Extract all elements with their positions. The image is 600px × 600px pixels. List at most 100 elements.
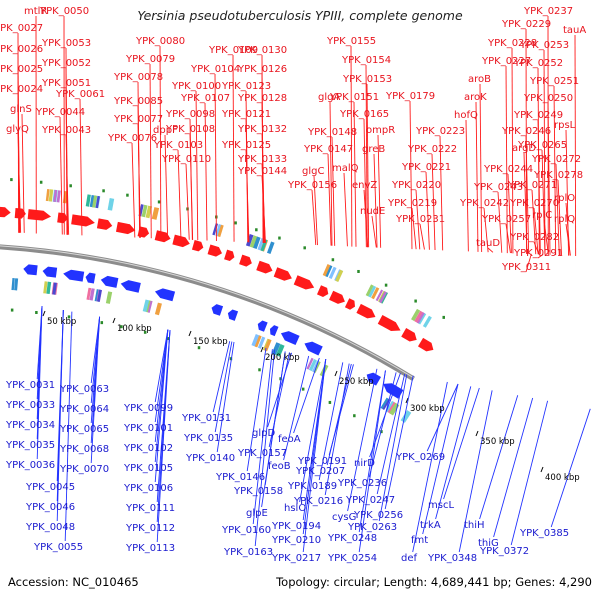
top-label-connector	[17, 133, 22, 233]
kbp-scale-label: 250 kbp	[339, 377, 374, 387]
reverse-tick-track	[143, 330, 147, 334]
bottom-gene-label: YPK_0140	[185, 453, 235, 464]
reverse-annotation-band	[46, 281, 52, 294]
bottom-gene-label: YPK_0033	[5, 400, 55, 411]
top-label-connector	[365, 64, 368, 248]
bottom-gene-label: YPK_0031	[5, 380, 55, 391]
reverse-tick-track	[197, 346, 201, 350]
forward-tick-track	[157, 200, 161, 204]
bottom-gene-label: YPK_0158	[233, 486, 283, 497]
top-label-connector	[59, 116, 63, 235]
top-label-connector	[505, 65, 508, 254]
top-gene-label: tauD	[476, 238, 500, 249]
bottom-gene-label: YPK_0055	[33, 542, 83, 553]
top-label-connector	[245, 149, 250, 243]
top-label-connector	[439, 135, 444, 251]
bottom-label-connector	[64, 311, 73, 542]
reverse-annotation-band	[105, 291, 113, 304]
top-gene-label: YPK_0265	[517, 140, 567, 151]
forward-annotation-band	[107, 198, 115, 211]
top-gene-label: ompR	[366, 125, 395, 136]
top-gene-label: YPK_0053	[41, 38, 91, 49]
top-label-connector	[353, 101, 357, 247]
top-gene-label: YPK_0104	[190, 64, 240, 75]
forward-gene-arrow	[417, 337, 434, 352]
bottom-gene-label: YPK_0207	[295, 466, 345, 477]
top-gene-label: rpsL	[554, 120, 576, 131]
top-gene-label: YPK_0123	[221, 81, 271, 92]
reverse-gene-arrow	[63, 269, 85, 282]
top-gene-label: glyQ	[6, 124, 29, 135]
forward-annotation-band	[92, 195, 98, 208]
bottom-gene-label: YPK_0064	[59, 404, 109, 415]
forward-tick-track	[126, 193, 129, 197]
top-label-connector	[311, 189, 317, 246]
reverse-gene-arrow	[42, 266, 58, 278]
top-gene-label: greB	[362, 144, 385, 155]
top-label-connector	[531, 189, 537, 255]
top-gene-label: glgA	[318, 92, 340, 103]
forward-tick-track	[414, 299, 417, 303]
bottom-gene-label: glpE	[246, 508, 268, 519]
top-gene-label: YPK_0148	[307, 127, 357, 138]
bottom-gene-label: YPK_0035	[5, 440, 55, 451]
reverse-gene-arrow	[304, 341, 323, 356]
forward-gene-arrow	[207, 244, 223, 257]
bottom-gene-label: YPK_0236	[337, 478, 387, 489]
top-gene-label: nudE	[360, 206, 385, 217]
bottom-label-connector	[90, 316, 101, 464]
reverse-gene-arrow	[257, 320, 268, 332]
bottom-label-connector	[283, 355, 310, 461]
forward-tick-track	[69, 184, 72, 188]
bottom-label-connector	[435, 386, 472, 520]
bottom-label-connector	[36, 305, 43, 460]
forward-annotation-band	[45, 188, 50, 202]
top-label-connector	[331, 136, 336, 246]
bottom-gene-label: YPK_0189	[287, 481, 337, 492]
bottom-label-connector	[154, 329, 169, 483]
top-label-connector	[533, 207, 539, 255]
bottom-label-connector	[324, 363, 350, 496]
bottom-gene-label: YPK_0210	[271, 535, 321, 546]
top-gene-label: YPK_0109	[208, 45, 258, 56]
bottom-label-connector	[326, 363, 352, 466]
reverse-tick-track	[120, 325, 123, 329]
top-label-connector	[131, 142, 136, 238]
top-gene-label: YPK_0154	[341, 55, 391, 66]
top-label-connector	[214, 73, 217, 241]
reverse-gene-arrow	[85, 272, 96, 284]
kbp-scale-label: 200 kbp	[265, 353, 300, 363]
top-gene-label: YPK_0282	[509, 232, 559, 243]
top-gene-label: YPK_0078	[113, 72, 163, 83]
forward-gene-arrow	[273, 267, 292, 281]
top-gene-label: YPK_0243	[473, 182, 523, 193]
top-gene-label: YPK_0076	[107, 133, 157, 144]
top-gene-label: YPK_0126	[237, 64, 287, 75]
reverse-annotation-band	[308, 358, 317, 372]
top-label-connector	[543, 219, 549, 255]
forward-tick-track	[442, 315, 445, 319]
bottom-gene-label: YPK_0269	[395, 452, 445, 463]
kbp-scale-label: 100 kbp	[117, 324, 152, 334]
top-label-connector	[547, 102, 551, 255]
reverse-annotation-band	[14, 278, 19, 291]
top-gene-label: YPK_0085	[113, 96, 163, 107]
top-label-connector	[195, 90, 199, 241]
bottom-label-connector	[252, 349, 273, 525]
top-label-connector	[79, 98, 83, 236]
bottom-gene-label: YPK_0048	[25, 522, 75, 533]
kbp-scale-label: 300 kbp	[410, 404, 445, 414]
top-gene-label: YPK_0080	[135, 36, 185, 47]
forward-gene-arrow	[377, 314, 401, 331]
forward-annotation-band	[215, 224, 223, 237]
bottom-gene-label: feoA	[278, 434, 301, 445]
top-label-connector	[409, 100, 413, 250]
top-gene-label: YPK_0052	[41, 58, 91, 69]
bottom-label-connector	[378, 374, 408, 522]
bottom-label-connector	[56, 309, 64, 522]
top-label-connector	[565, 223, 571, 256]
bottom-gene-label: thiG	[478, 538, 499, 549]
bottom-gene-label: YPK_0068	[59, 444, 109, 455]
scale-tick	[475, 430, 479, 437]
bottom-label-connector	[510, 400, 549, 546]
